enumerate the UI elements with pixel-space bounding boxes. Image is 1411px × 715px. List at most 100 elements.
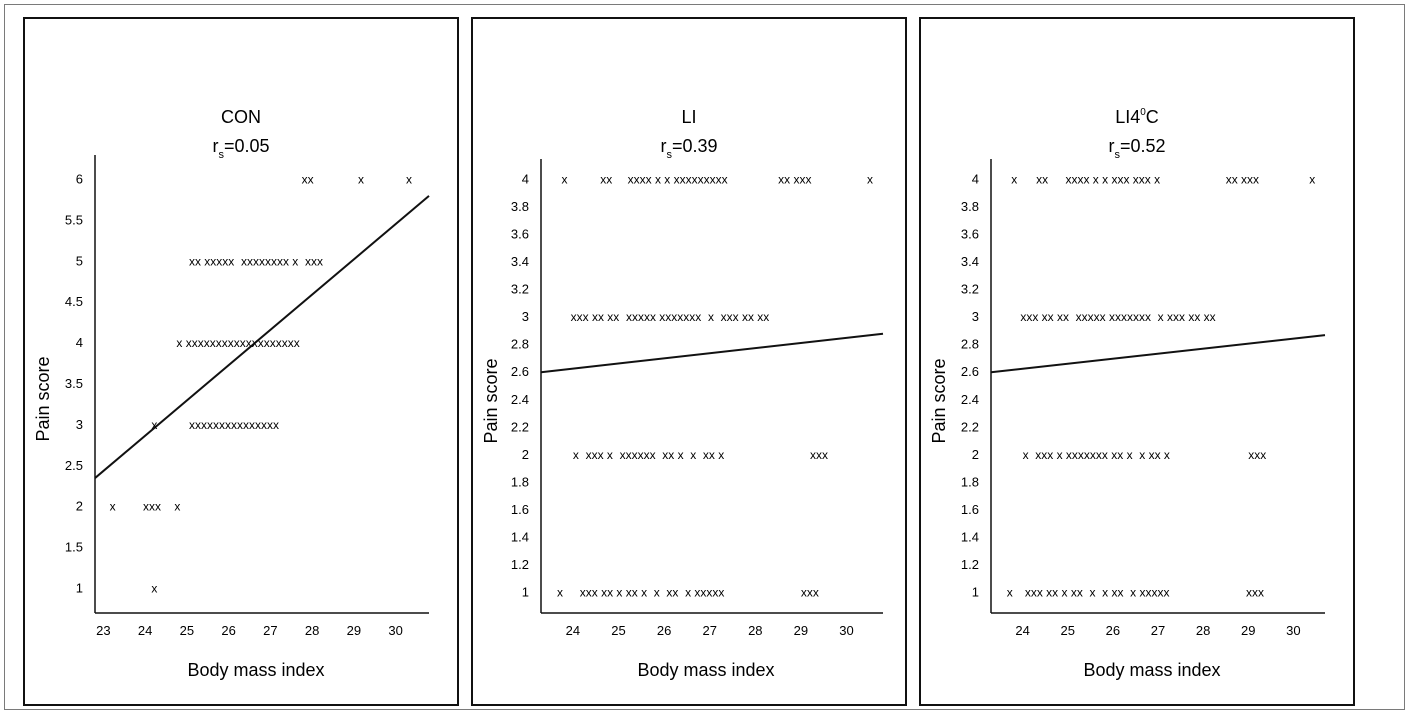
- data-point-marks: xx: [1036, 173, 1048, 187]
- data-point-marks: x: [151, 581, 157, 595]
- y-tick-label: 3: [522, 309, 529, 324]
- x-tick-label: 27: [1151, 623, 1165, 638]
- panel-title-text: LI4: [1115, 107, 1141, 127]
- data-point-marks: x: [174, 500, 180, 514]
- data-point-marks: x xxx x xxxxxx xx x x xx x: [573, 448, 724, 462]
- correlation-label: rs=0.39: [473, 136, 905, 161]
- x-tick-label: 28: [305, 623, 319, 638]
- y-axis-title: Pain score: [929, 358, 949, 443]
- data-point-marks: xxx xx x xx x x xx x xxxxx: [580, 585, 725, 599]
- plot-area: 1 1.2 1.4 1.6 1.8 2 2.2 2.4 2.6 2.8 3 3.2 3.4 3.6 3.8 4…: [481, 159, 884, 680]
- plot-area: 1 1.2 1.4 1.6 1.8 2 2.2 2.4 2.6 2.8 3 3.2 3.4 3.6 3.8 4…: [929, 159, 1326, 680]
- y-tick-label: 2.4: [511, 392, 529, 407]
- panel-title: CON: [25, 107, 457, 128]
- data-point-marks: x xxxxxxxxxxxxxxxxxxx: [176, 336, 299, 350]
- trend-line: [990, 334, 1326, 374]
- y-tick-label: 3.2: [961, 282, 979, 297]
- y-tick-label: 2: [76, 499, 83, 514]
- y-tick-label: 4: [972, 172, 979, 187]
- x-tick-label: 26: [657, 623, 671, 638]
- data-point-marks: xxx xx xx xxxxx xxxxxxx x xxx xx xx: [1020, 310, 1215, 324]
- x-tick-label: 24: [566, 623, 580, 638]
- y-tick-label: 1.8: [511, 474, 529, 489]
- panel-title-text: CON: [221, 107, 261, 127]
- x-tick-label: 27: [263, 623, 277, 638]
- data-point-marks: x: [1007, 585, 1013, 599]
- data-point-marks: xxx xx xx xxxxx xxxxxxx x xxx xx xx: [571, 310, 770, 324]
- x-tick-label: 26: [221, 623, 235, 638]
- data-point-marks: xx xxx: [778, 173, 811, 187]
- y-tick-label: 1: [76, 580, 83, 595]
- data-point-marks: xxx: [1246, 585, 1264, 599]
- y-tick-label: 2: [972, 447, 979, 462]
- data-point-marks: x: [1309, 173, 1315, 187]
- data-point-marks: x: [557, 585, 563, 599]
- x-tick-label: 29: [1241, 623, 1255, 638]
- data-point-marks: xx: [600, 173, 612, 187]
- y-axis-title: Pain score: [481, 358, 501, 443]
- x-axis-title: Body mass index: [637, 660, 774, 680]
- panel-title-text: LI: [681, 107, 697, 127]
- data-point-marks: xxx: [1248, 448, 1266, 462]
- x-tick-label: 28: [748, 623, 762, 638]
- y-tick-label: 3.6: [961, 227, 979, 242]
- y-tick-label: 3.4: [961, 254, 979, 269]
- trend-line: [540, 332, 884, 374]
- panel-li4c: LI40C rs=0.52 1 1.2 1.4 1.6 1.8 2 2.2 2.4 2.6 2.8…: [919, 17, 1355, 706]
- data-point-marks: x: [358, 173, 364, 187]
- stat-value: =0.39: [671, 136, 718, 156]
- x-tick-label: 25: [611, 623, 625, 638]
- y-tick-label: 1.2: [511, 557, 529, 572]
- data-point-marks: x: [110, 500, 116, 514]
- y-tick-label: 2.6: [961, 364, 979, 379]
- data-point-marks: xxxxxxxxxxxxxxx: [189, 418, 279, 432]
- x-tick-label: 30: [1286, 623, 1300, 638]
- data-point-marks: xxxx x x xxxxxxxxx: [628, 173, 728, 187]
- x-tick-label: 29: [794, 623, 808, 638]
- y-tick-label: 1.6: [961, 502, 979, 517]
- y-tick-label: 2.8: [961, 337, 979, 352]
- x-axis-title: Body mass index: [187, 660, 324, 680]
- y-tick-label: 3.8: [511, 199, 529, 214]
- data-point-marks: xxxx x x xxx xxx x: [1065, 173, 1160, 187]
- y-tick-label: 3.4: [511, 254, 529, 269]
- y-tick-label: 3.8: [961, 199, 979, 214]
- y-tick-label: 1.2: [961, 557, 979, 572]
- y-axis-title: Pain score: [33, 356, 53, 441]
- x-tick-label: 30: [839, 623, 853, 638]
- y-tick-label: 2.2: [511, 419, 529, 434]
- x-axis-title: Body mass index: [1083, 660, 1220, 680]
- panel-li: LI rs=0.39 1 1.2 1.4 1.6 1.8 2 2.2 2.4 2.6 2.8 3 3.…: [471, 17, 907, 706]
- data-point-marks: xxx xx x xx x x xx x xxxxx: [1025, 585, 1170, 599]
- x-tick-label: 23: [96, 623, 110, 638]
- y-tick-label: 1.6: [511, 502, 529, 517]
- x-tick-label: 27: [702, 623, 716, 638]
- title-superscript: 0: [1140, 107, 1146, 118]
- y-tick-label: 3.5: [65, 376, 83, 391]
- y-tick-label: 2.5: [65, 458, 83, 473]
- plot-area: 1 1.5 2 2.5 3 3.5 4 4.5 5 5.5 6 23 24 25 26 27 28 29 30 Bod…: [33, 155, 430, 680]
- y-tick-label: 2: [522, 447, 529, 462]
- trend-line: [94, 195, 430, 479]
- y-tick-label: 4: [522, 172, 529, 187]
- y-tick-label: 4.5: [65, 294, 83, 309]
- data-point-marks: xxx: [810, 448, 828, 462]
- panel-title: LI40C: [921, 107, 1353, 128]
- y-tick-label: 6: [76, 172, 83, 187]
- correlation-label: rs=0.05: [25, 136, 457, 161]
- data-point-marks: x xxx x xxxxxxx xx x x xx x: [1023, 448, 1170, 462]
- panel-con: CON rs=0.05 1 1.5 2 2.5 3 3.5 4 4.5 5 5.5 6 23 24 25 2…: [23, 17, 459, 706]
- y-tick-label: 1.5: [65, 540, 83, 555]
- data-point-marks: xx: [302, 173, 314, 187]
- y-tick-label: 1.8: [961, 474, 979, 489]
- data-point-marks: x: [867, 173, 873, 187]
- y-tick-label: 3.6: [511, 227, 529, 242]
- stat-symbol: r: [1108, 136, 1115, 156]
- y-tick-label: 3: [76, 417, 83, 432]
- x-tick-label: 28: [1196, 623, 1210, 638]
- stat-value: =0.05: [223, 136, 270, 156]
- x-tick-label: 30: [388, 623, 402, 638]
- y-tick-label: 1.4: [961, 529, 979, 544]
- y-tick-label: 4: [76, 335, 83, 350]
- data-point-marks: xxx: [801, 585, 819, 599]
